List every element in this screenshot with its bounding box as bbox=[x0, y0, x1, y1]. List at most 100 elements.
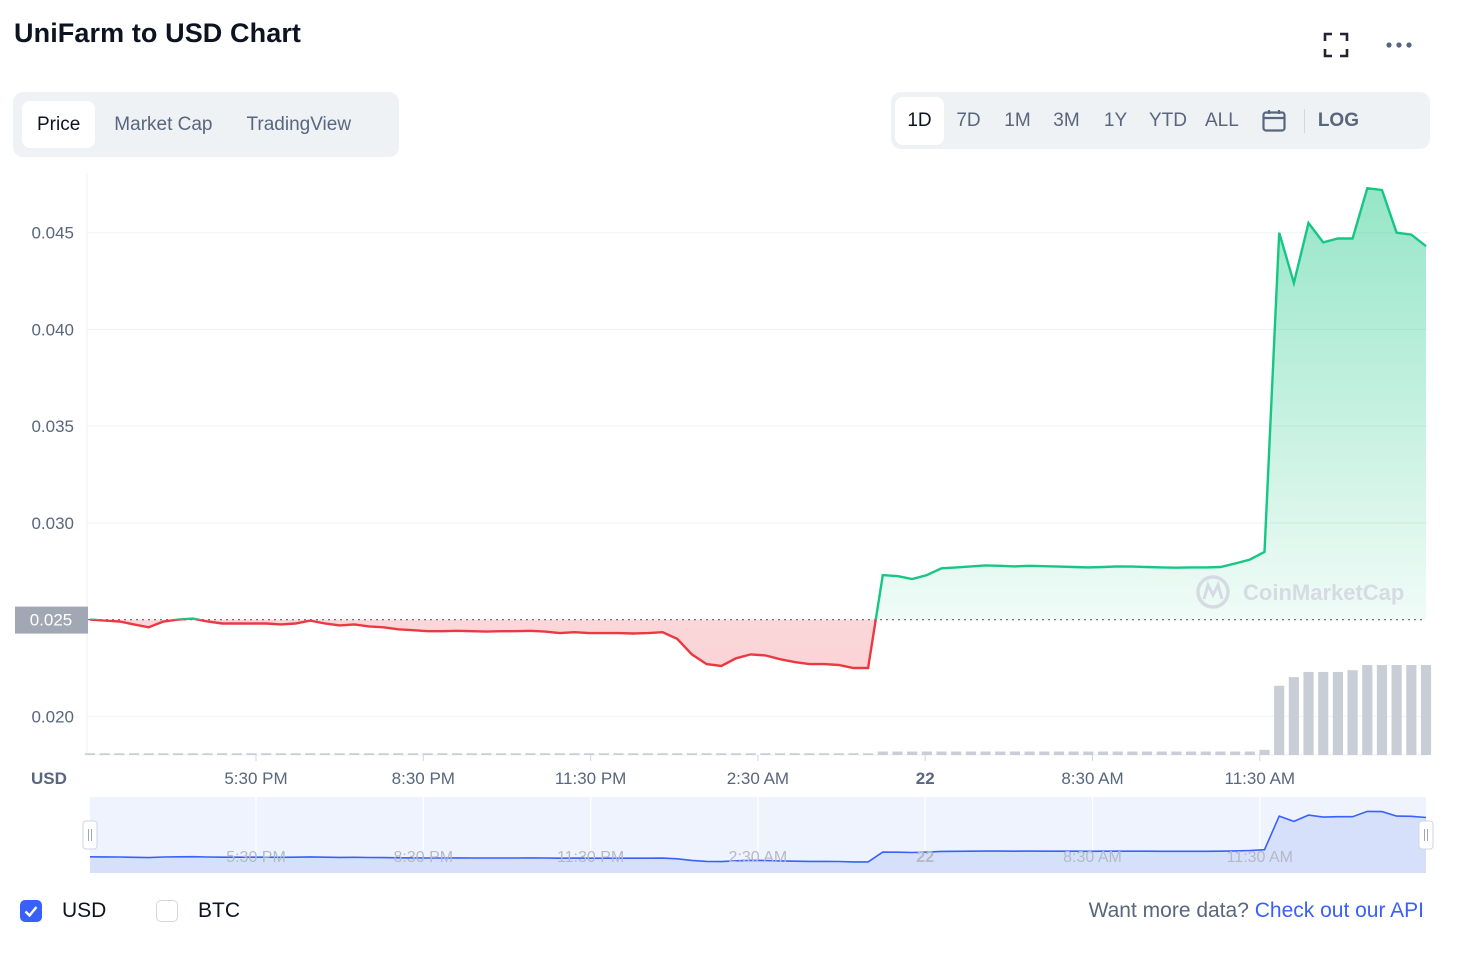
usd-checkbox[interactable] bbox=[20, 900, 42, 922]
volume-bar bbox=[1053, 751, 1065, 755]
volume-bar bbox=[1288, 677, 1299, 755]
navigator-tick-label: 22 bbox=[916, 849, 934, 866]
volume-bar bbox=[789, 753, 800, 755]
navigator-tick-label: 8:30 PM bbox=[394, 849, 454, 866]
volume-bar bbox=[716, 753, 727, 755]
range-divider bbox=[1303, 108, 1305, 133]
navigator-left-handle[interactable] bbox=[82, 820, 98, 850]
x-tick-label: 8:30 PM bbox=[392, 769, 455, 788]
navigator-line bbox=[89, 810, 1427, 863]
volume-bar bbox=[481, 753, 492, 755]
navigator-tick-label: 2:30 AM bbox=[729, 849, 788, 866]
volume-bar bbox=[1318, 671, 1329, 755]
navigator-right-handle[interactable] bbox=[1418, 820, 1434, 850]
volume-bar bbox=[466, 753, 477, 755]
volume-bar bbox=[1230, 751, 1241, 755]
navigator-tick-label: 11:30 AM bbox=[1227, 849, 1293, 866]
coinmarketcap-logo-icon bbox=[1196, 575, 1230, 609]
volume-bar bbox=[1171, 751, 1182, 755]
range-1m[interactable]: 1M bbox=[1004, 109, 1031, 131]
volume-bar bbox=[319, 753, 330, 755]
volume-bar bbox=[187, 753, 198, 755]
tab-market-cap[interactable]: Market Cap bbox=[114, 113, 213, 135]
volume-bar bbox=[275, 753, 286, 755]
volume-bar bbox=[892, 751, 903, 755]
calendar-icon[interactable] bbox=[1248, 97, 1300, 145]
range-7d[interactable]: 7D bbox=[956, 109, 981, 131]
volume-bar bbox=[246, 753, 257, 755]
y-tick-label: 0.035 bbox=[31, 417, 74, 436]
handle-grip-icon bbox=[1418, 820, 1434, 850]
x-tick-label: 5:30 PM bbox=[224, 769, 287, 788]
range-1d[interactable]: 1D bbox=[895, 96, 944, 145]
x-tick-label: 2:30 AM bbox=[727, 769, 789, 788]
volume-bar bbox=[217, 753, 228, 755]
volume-bar bbox=[1332, 671, 1343, 755]
volume-bar bbox=[554, 753, 565, 755]
btc-label[interactable]: BTC bbox=[198, 899, 240, 922]
volume-bar bbox=[804, 753, 815, 755]
range-1y[interactable]: 1Y bbox=[1103, 109, 1128, 131]
volume-bar bbox=[642, 753, 653, 755]
volume-bar bbox=[525, 753, 536, 755]
volume-bar bbox=[672, 753, 683, 755]
range-all[interactable]: ALL bbox=[1205, 109, 1239, 131]
navigator-area bbox=[90, 811, 1426, 873]
y-tick-label: 0.040 bbox=[31, 320, 74, 339]
volume-bar bbox=[760, 753, 771, 755]
volume-bar bbox=[540, 753, 551, 755]
volume-bar bbox=[584, 753, 595, 755]
navigator-tick-label: 5:30 PM bbox=[226, 849, 286, 866]
more-options-icon[interactable] bbox=[1384, 30, 1414, 60]
range-navigator[interactable]: 5:30 PM 8:30 PM 11:30 PM 2:30 AM 22 8:30 AM 11… bbox=[82, 797, 1434, 873]
price-line-down bbox=[89, 619, 877, 670]
tab-tradingview[interactable]: TradingView bbox=[246, 113, 352, 135]
volume-bar bbox=[99, 753, 110, 755]
fullscreen-icon[interactable] bbox=[1321, 30, 1351, 60]
tab-price[interactable]: Price bbox=[22, 101, 96, 148]
range-ytd[interactable]: YTD bbox=[1149, 109, 1187, 131]
volume-bar bbox=[1406, 665, 1417, 755]
volume-bar bbox=[437, 753, 448, 755]
y-tick-label: 0.020 bbox=[31, 707, 74, 726]
log-scale-toggle[interactable]: LOG bbox=[1317, 109, 1359, 131]
volume-bar bbox=[1112, 751, 1123, 755]
btc-checkbox[interactable] bbox=[156, 900, 178, 922]
volume-bar bbox=[422, 753, 433, 755]
volume-bar bbox=[495, 753, 507, 755]
volume-bar bbox=[1141, 751, 1153, 755]
volume-bar bbox=[686, 753, 698, 755]
volume-bar bbox=[1391, 665, 1402, 755]
range-3m[interactable]: 3M bbox=[1053, 109, 1080, 131]
volume-bar bbox=[1024, 751, 1035, 755]
y-tick-label: 0.030 bbox=[31, 514, 74, 533]
price-chart[interactable]: CoinMarketCap 0.045 0.040 0.035 0.030 0.020 0… bbox=[0, 165, 1460, 880]
volume-bar bbox=[143, 753, 154, 755]
volume-bar bbox=[1259, 749, 1270, 755]
volume-bar bbox=[305, 753, 316, 755]
volume-bar bbox=[510, 753, 521, 755]
volume-bar bbox=[1186, 751, 1197, 755]
watermark: CoinMarketCap bbox=[1196, 575, 1404, 609]
volume-bar bbox=[598, 753, 609, 755]
volume-bar bbox=[907, 751, 918, 755]
volume-bar bbox=[84, 753, 96, 755]
volume-bar bbox=[657, 753, 668, 755]
volume-bar bbox=[745, 753, 756, 755]
api-promo: Want more data? Check out our API bbox=[1089, 899, 1424, 923]
volume-bar bbox=[818, 753, 830, 755]
volume-bar bbox=[1376, 665, 1388, 755]
volume-bar bbox=[407, 753, 419, 755]
volume-bar bbox=[1274, 685, 1285, 755]
api-link[interactable]: Check out our API bbox=[1254, 899, 1424, 922]
volume-bar bbox=[1156, 751, 1167, 755]
volume-bar bbox=[1347, 670, 1358, 755]
volume-bar bbox=[451, 753, 463, 755]
checkmark-icon bbox=[24, 906, 38, 918]
volume-bar bbox=[628, 753, 639, 755]
volume-bar bbox=[1303, 671, 1314, 755]
usd-label[interactable]: USD bbox=[62, 899, 107, 922]
volume-bar bbox=[202, 753, 213, 755]
volume-bar bbox=[569, 753, 580, 755]
x-tick-label: 11:30 PM bbox=[555, 769, 627, 788]
